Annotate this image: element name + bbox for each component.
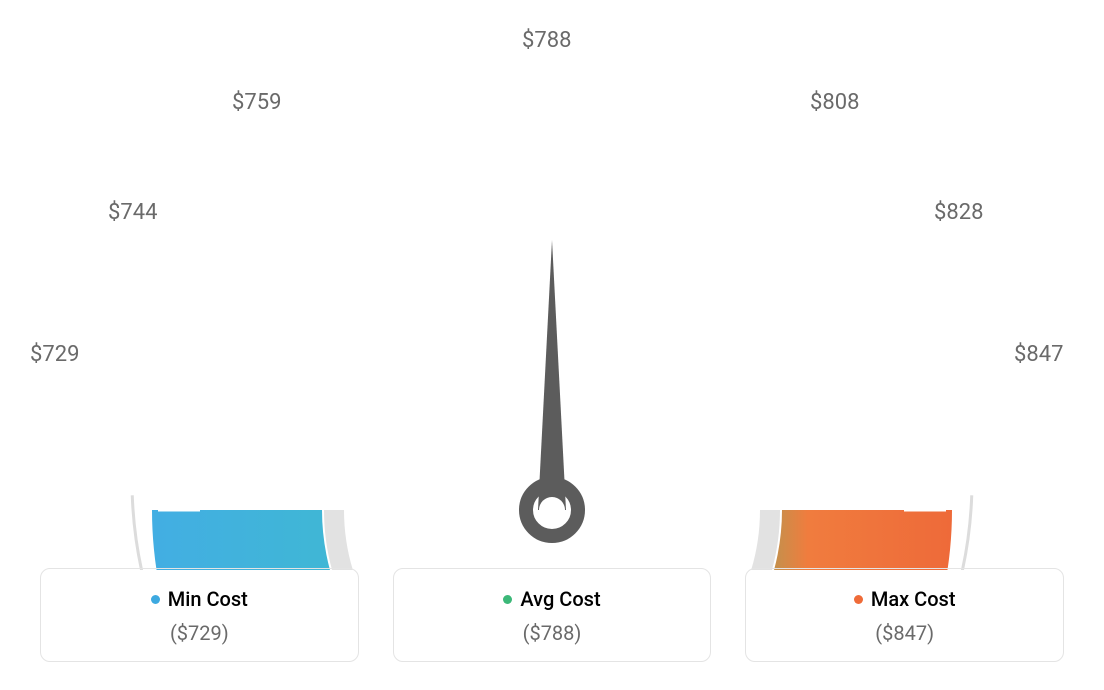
gauge-tick-label: $808 <box>810 90 859 115</box>
legend-value-avg: ($788) <box>404 621 701 645</box>
gauge-tick-label: $828 <box>934 200 983 225</box>
dot-icon <box>503 595 512 604</box>
dot-icon <box>854 595 863 604</box>
legend-title-min: Min Cost <box>151 587 248 611</box>
legend-title-avg: Avg Cost <box>503 587 600 611</box>
dot-icon <box>151 595 160 604</box>
legend-value-max: ($847) <box>756 621 1053 645</box>
legend-card-avg: Avg Cost ($788) <box>393 568 712 662</box>
gauge-tick-label: $788 <box>522 28 571 53</box>
gauge-tick-label: $759 <box>232 90 281 115</box>
gauge-tick-label: $729 <box>30 342 79 367</box>
legend-card-max: Max Cost ($847) <box>745 568 1064 662</box>
gauge-svg <box>32 10 1072 570</box>
legend-label: Avg Cost <box>520 587 600 611</box>
legend-value-min: ($729) <box>51 621 348 645</box>
legend-title-max: Max Cost <box>854 587 956 611</box>
cost-gauge: $729 $744 $759 $788 $808 $828 $847 <box>0 0 1104 560</box>
gauge-tick-label: $847 <box>1014 342 1063 367</box>
gauge-tick-label: $744 <box>108 200 157 225</box>
legend-row: Min Cost ($729) Avg Cost ($788) Max Cost… <box>0 568 1104 662</box>
legend-card-min: Min Cost ($729) <box>40 568 359 662</box>
legend-label: Min Cost <box>168 587 248 611</box>
legend-label: Max Cost <box>871 587 956 611</box>
